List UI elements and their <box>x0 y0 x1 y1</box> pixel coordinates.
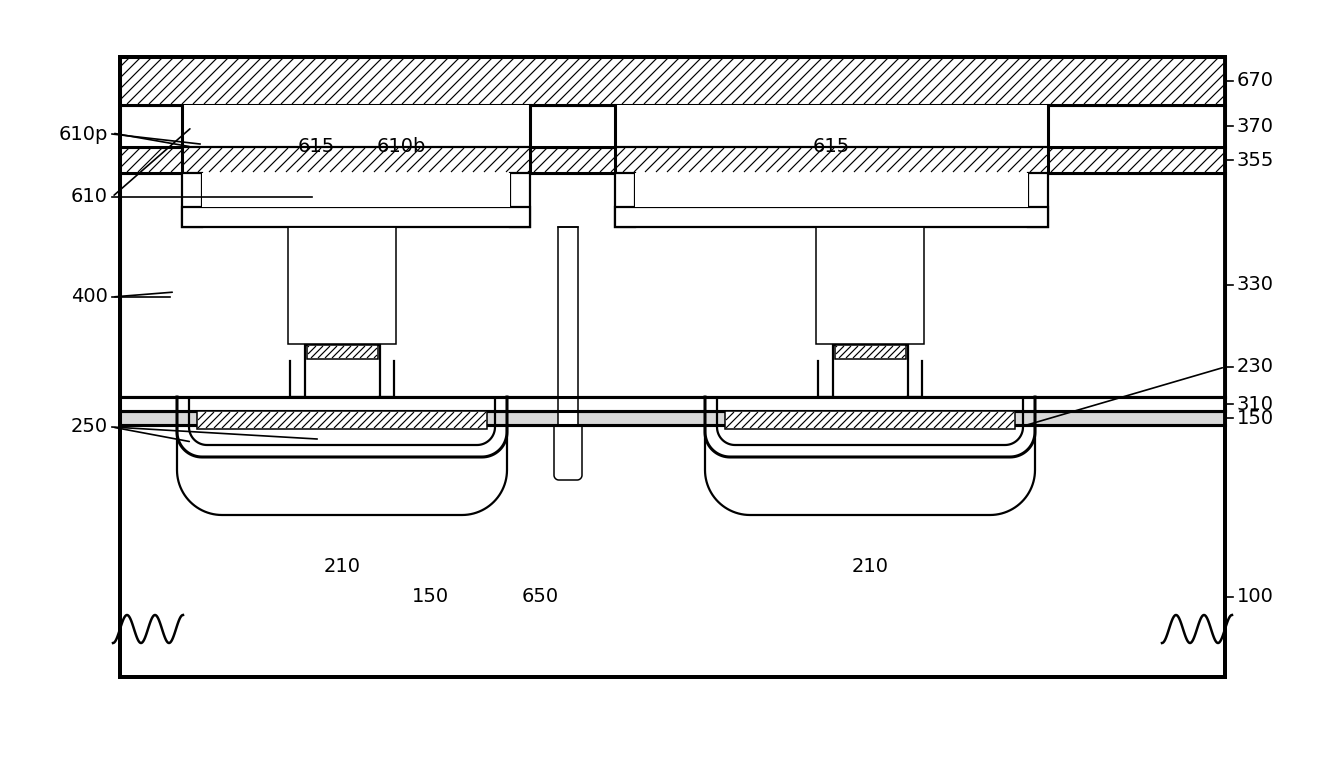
Text: 355: 355 <box>1237 150 1275 170</box>
Text: 210: 210 <box>323 558 361 577</box>
Bar <box>635 173 1028 207</box>
Bar <box>119 397 1225 411</box>
Text: 370: 370 <box>1237 117 1274 136</box>
Bar <box>183 173 203 227</box>
Bar <box>119 411 1225 425</box>
Text: 310: 310 <box>1237 394 1274 413</box>
Bar <box>307 345 378 359</box>
Bar <box>816 227 925 344</box>
Text: 100: 100 <box>1237 588 1274 607</box>
Bar <box>183 207 530 227</box>
Text: 150: 150 <box>1237 409 1274 427</box>
Text: 210: 210 <box>852 558 888 577</box>
Bar <box>119 173 1225 397</box>
Bar <box>615 173 635 227</box>
Text: 150: 150 <box>412 588 448 607</box>
Text: 650: 650 <box>522 588 558 607</box>
Text: 610b: 610b <box>376 137 425 156</box>
Text: 230: 230 <box>1237 357 1274 377</box>
Bar <box>615 207 1048 227</box>
Bar <box>1028 173 1048 227</box>
Text: 615: 615 <box>813 137 849 156</box>
Bar <box>183 105 530 173</box>
Text: 670: 670 <box>1237 71 1274 91</box>
Bar <box>833 345 909 397</box>
Text: 250: 250 <box>71 417 107 436</box>
Bar <box>289 227 396 344</box>
Bar <box>835 345 906 359</box>
Text: 615: 615 <box>298 137 334 156</box>
Text: 610: 610 <box>71 187 107 206</box>
Bar <box>510 173 530 227</box>
Bar <box>119 57 1225 105</box>
Bar <box>197 411 487 429</box>
Bar <box>203 173 510 207</box>
Text: 330: 330 <box>1237 275 1274 295</box>
Bar <box>119 147 1225 173</box>
Bar <box>615 105 1048 173</box>
Bar <box>119 57 1225 677</box>
Bar <box>119 57 1225 677</box>
Bar <box>558 227 578 425</box>
Text: 400: 400 <box>71 288 107 307</box>
Bar <box>725 411 1015 429</box>
Bar <box>119 105 1225 147</box>
Bar <box>305 345 380 397</box>
Text: 610p: 610p <box>59 124 107 143</box>
